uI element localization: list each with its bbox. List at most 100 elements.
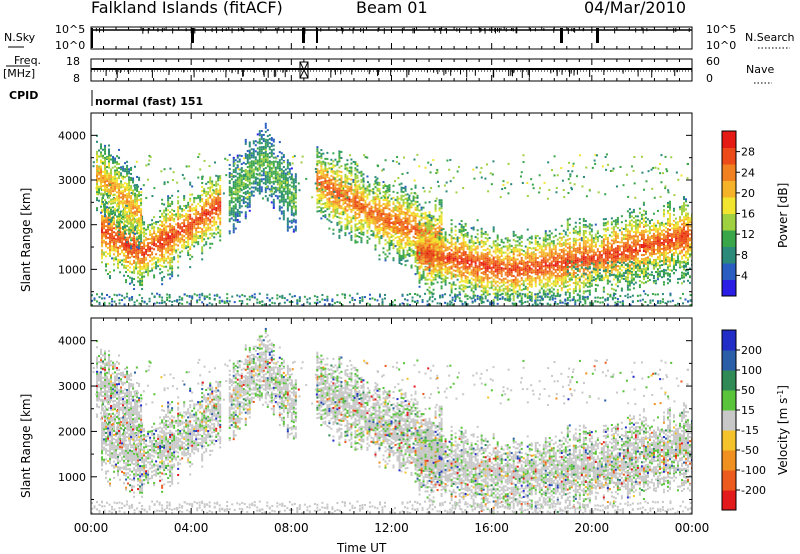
power-cell	[412, 195, 415, 198]
power-cell	[434, 236, 437, 239]
power-cell	[468, 251, 471, 254]
power-cell	[217, 231, 220, 234]
power-cell	[406, 227, 409, 230]
power-cell	[418, 219, 421, 222]
power-cell	[264, 179, 267, 182]
power-cell	[143, 239, 146, 242]
power-cell	[135, 239, 138, 242]
power-cell	[410, 212, 413, 215]
power-cell	[420, 236, 423, 239]
power-cell	[189, 248, 192, 251]
power-cell	[428, 260, 431, 263]
power-cell	[157, 241, 160, 244]
power-cell	[163, 255, 166, 258]
power-cell	[416, 266, 419, 269]
power-cell	[420, 264, 423, 267]
power-cell	[278, 173, 281, 176]
power-cell	[316, 168, 319, 171]
power-cell	[130, 223, 133, 226]
power-cell	[362, 231, 365, 234]
power-cell	[346, 205, 349, 208]
power-cell	[169, 235, 172, 238]
power-cell	[115, 228, 118, 231]
power-cell	[136, 206, 139, 209]
power-cell	[278, 167, 281, 170]
power-cell	[133, 245, 136, 248]
power-cell	[452, 247, 455, 250]
power-cell	[382, 213, 385, 216]
power-cell	[464, 287, 467, 290]
power-cell	[197, 218, 200, 222]
power-cell	[193, 241, 196, 244]
power-cell	[440, 255, 443, 258]
power-cell	[177, 200, 180, 203]
power-cell	[378, 218, 381, 221]
power-cell	[139, 273, 142, 276]
power-cell	[484, 267, 487, 270]
power-cell	[360, 211, 363, 214]
power-cell	[140, 210, 143, 213]
power-cell	[408, 218, 411, 221]
power-cell	[294, 219, 297, 222]
power-cell	[324, 214, 327, 217]
power-cell	[354, 185, 357, 188]
power-cell	[394, 218, 397, 221]
power-cell	[177, 234, 180, 237]
power-cell	[344, 218, 347, 221]
power-cell	[414, 232, 417, 235]
power-cell	[101, 200, 104, 203]
power-cell	[418, 231, 421, 234]
power-cell	[124, 188, 127, 191]
power-cell	[320, 153, 323, 156]
power-cell	[452, 283, 455, 286]
power-cell	[350, 238, 353, 241]
power-cell	[334, 208, 337, 211]
power-cell	[207, 209, 210, 212]
power-cell	[412, 243, 415, 246]
power-cell	[388, 232, 391, 235]
power-cell	[322, 196, 325, 199]
power-cell	[129, 232, 132, 235]
power-cell	[420, 214, 423, 217]
power-cell	[406, 225, 409, 228]
power-cell	[189, 217, 192, 220]
power-cell	[98, 185, 101, 188]
power-cell	[412, 217, 415, 220]
power-cell	[149, 231, 152, 234]
power-cell	[238, 184, 241, 187]
power-cell	[388, 240, 391, 243]
power-cell	[264, 138, 267, 141]
power-cell	[362, 187, 365, 190]
power-cell	[185, 224, 188, 227]
power-cell	[480, 235, 483, 238]
power-cell	[460, 266, 463, 269]
power-cell	[100, 167, 103, 170]
power-cell	[316, 156, 319, 159]
power-cell	[480, 255, 483, 258]
power-cell	[400, 234, 403, 237]
power-cell	[113, 209, 116, 212]
power-cell	[354, 177, 357, 180]
power-cell	[108, 210, 111, 213]
power-cell	[476, 233, 479, 236]
power-cell	[104, 193, 107, 196]
power-cell	[102, 201, 105, 204]
power-cell	[130, 213, 133, 216]
power-cell	[406, 241, 409, 244]
power-cell	[117, 260, 120, 263]
power-cell	[464, 261, 467, 264]
power-cell	[366, 195, 369, 198]
power-cell	[346, 187, 349, 190]
power-cell	[140, 208, 143, 211]
power-cell	[360, 170, 363, 173]
power-cell	[358, 227, 361, 230]
power-cell	[430, 219, 433, 222]
power-cell	[324, 169, 327, 172]
power-cell	[332, 216, 335, 219]
power-cell	[438, 242, 441, 245]
power-cell	[458, 251, 461, 254]
power-cell	[480, 251, 483, 254]
power-cell	[118, 148, 121, 151]
power-cell	[183, 196, 186, 199]
power-cell	[436, 261, 439, 264]
